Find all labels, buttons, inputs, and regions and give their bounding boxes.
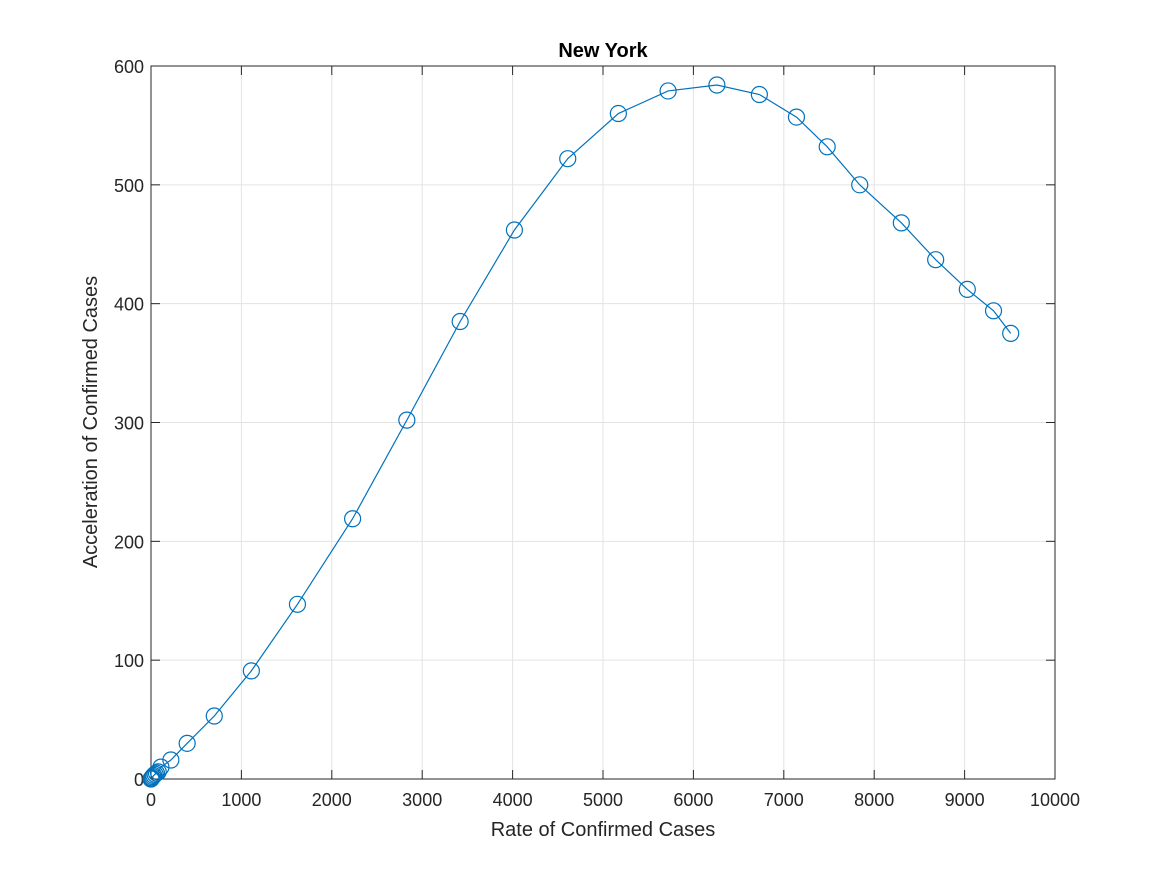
y-tick-label: 100 [114, 651, 144, 671]
data-point [851, 176, 869, 194]
y-tick-label: 400 [114, 295, 144, 315]
y-tick-label: 600 [114, 57, 144, 77]
ticks: 0 1000 2000 3000 4000 5000 6000 7000 8000 9000 100… [114, 57, 1080, 810]
data-point [609, 104, 627, 123]
series-group [142, 76, 1020, 788]
data-point [149, 763, 167, 781]
x-axis-label: Rate of Confirmed Cases [491, 819, 716, 841]
y-tick-label: 500 [114, 176, 144, 196]
data-point [178, 734, 196, 752]
data-point [152, 758, 170, 776]
y-axis-label: Acceleration of Confirmed Cases [80, 276, 102, 568]
data-point [343, 510, 362, 528]
x-tick-label: 3000 [402, 790, 442, 810]
x-tick-label: 5000 [583, 790, 623, 810]
x-tick-label: 1000 [221, 790, 261, 810]
x-tick-label: 8000 [854, 790, 894, 810]
data-point [162, 751, 180, 769]
series-line [150, 84, 1012, 780]
data-point [398, 411, 416, 429]
data-point [205, 707, 223, 725]
axes-box [150, 65, 1056, 780]
data-point [505, 221, 524, 239]
y-tick-label: 300 [114, 414, 144, 434]
chart-title: New York [558, 40, 648, 62]
data-point [659, 82, 677, 100]
x-tick-label: 2000 [312, 790, 352, 810]
data-point [288, 595, 307, 613]
y-tick-label: 200 [114, 532, 144, 552]
data-point [892, 214, 910, 232]
x-tick-label: 4000 [493, 790, 533, 810]
data-point [958, 280, 976, 299]
data-point [559, 150, 577, 168]
data-point [1002, 324, 1020, 342]
data-point [242, 662, 260, 680]
data-point [984, 302, 1003, 320]
data-point [750, 85, 768, 104]
data-point [927, 251, 945, 269]
y-tick-label: 0 [134, 770, 144, 790]
data-point [143, 769, 161, 787]
x-tick-label: 6000 [673, 790, 713, 810]
data-point [147, 764, 166, 782]
data-point [708, 76, 726, 94]
x-tick-label: 10000 [1030, 790, 1080, 810]
data-point [787, 108, 806, 126]
data-point [818, 138, 836, 156]
x-tick-label: 0 [146, 790, 156, 810]
data-point [451, 312, 469, 331]
x-tick-label: 7000 [764, 790, 804, 810]
x-tick-label: 9000 [945, 790, 985, 810]
